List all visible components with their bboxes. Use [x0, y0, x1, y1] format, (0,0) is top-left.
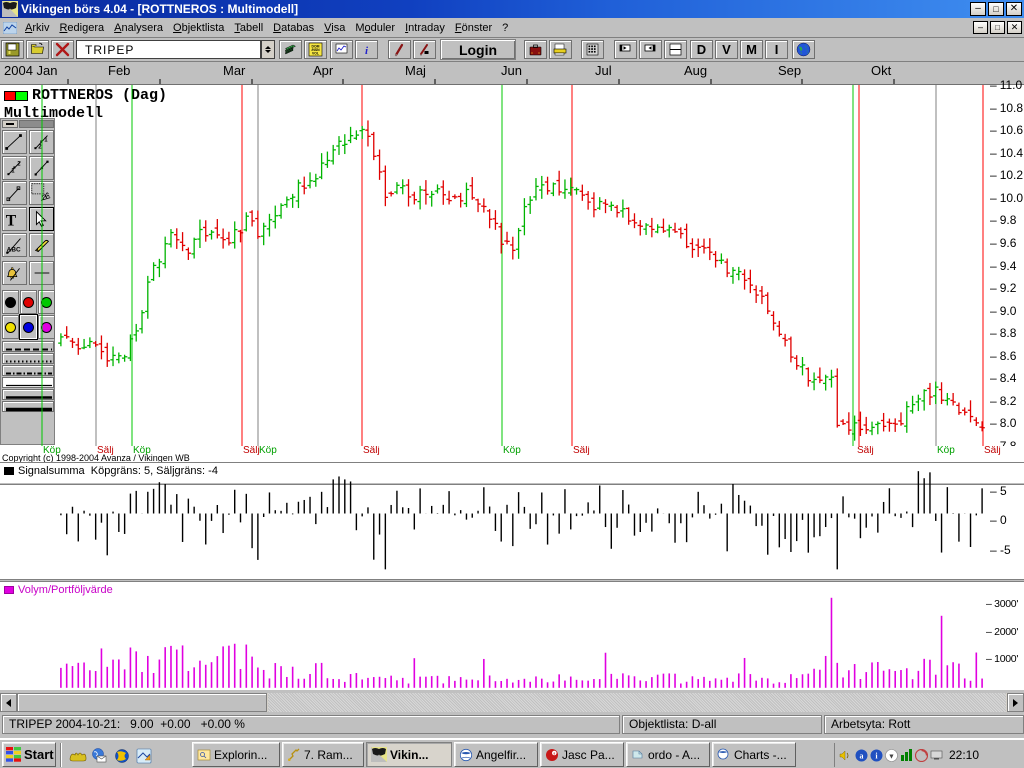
svg-text:▼: ▼ [888, 753, 895, 760]
svg-text:a: a [860, 751, 864, 760]
svg-text:i: i [365, 45, 369, 57]
svg-text:VOL: VOL [312, 51, 319, 55]
